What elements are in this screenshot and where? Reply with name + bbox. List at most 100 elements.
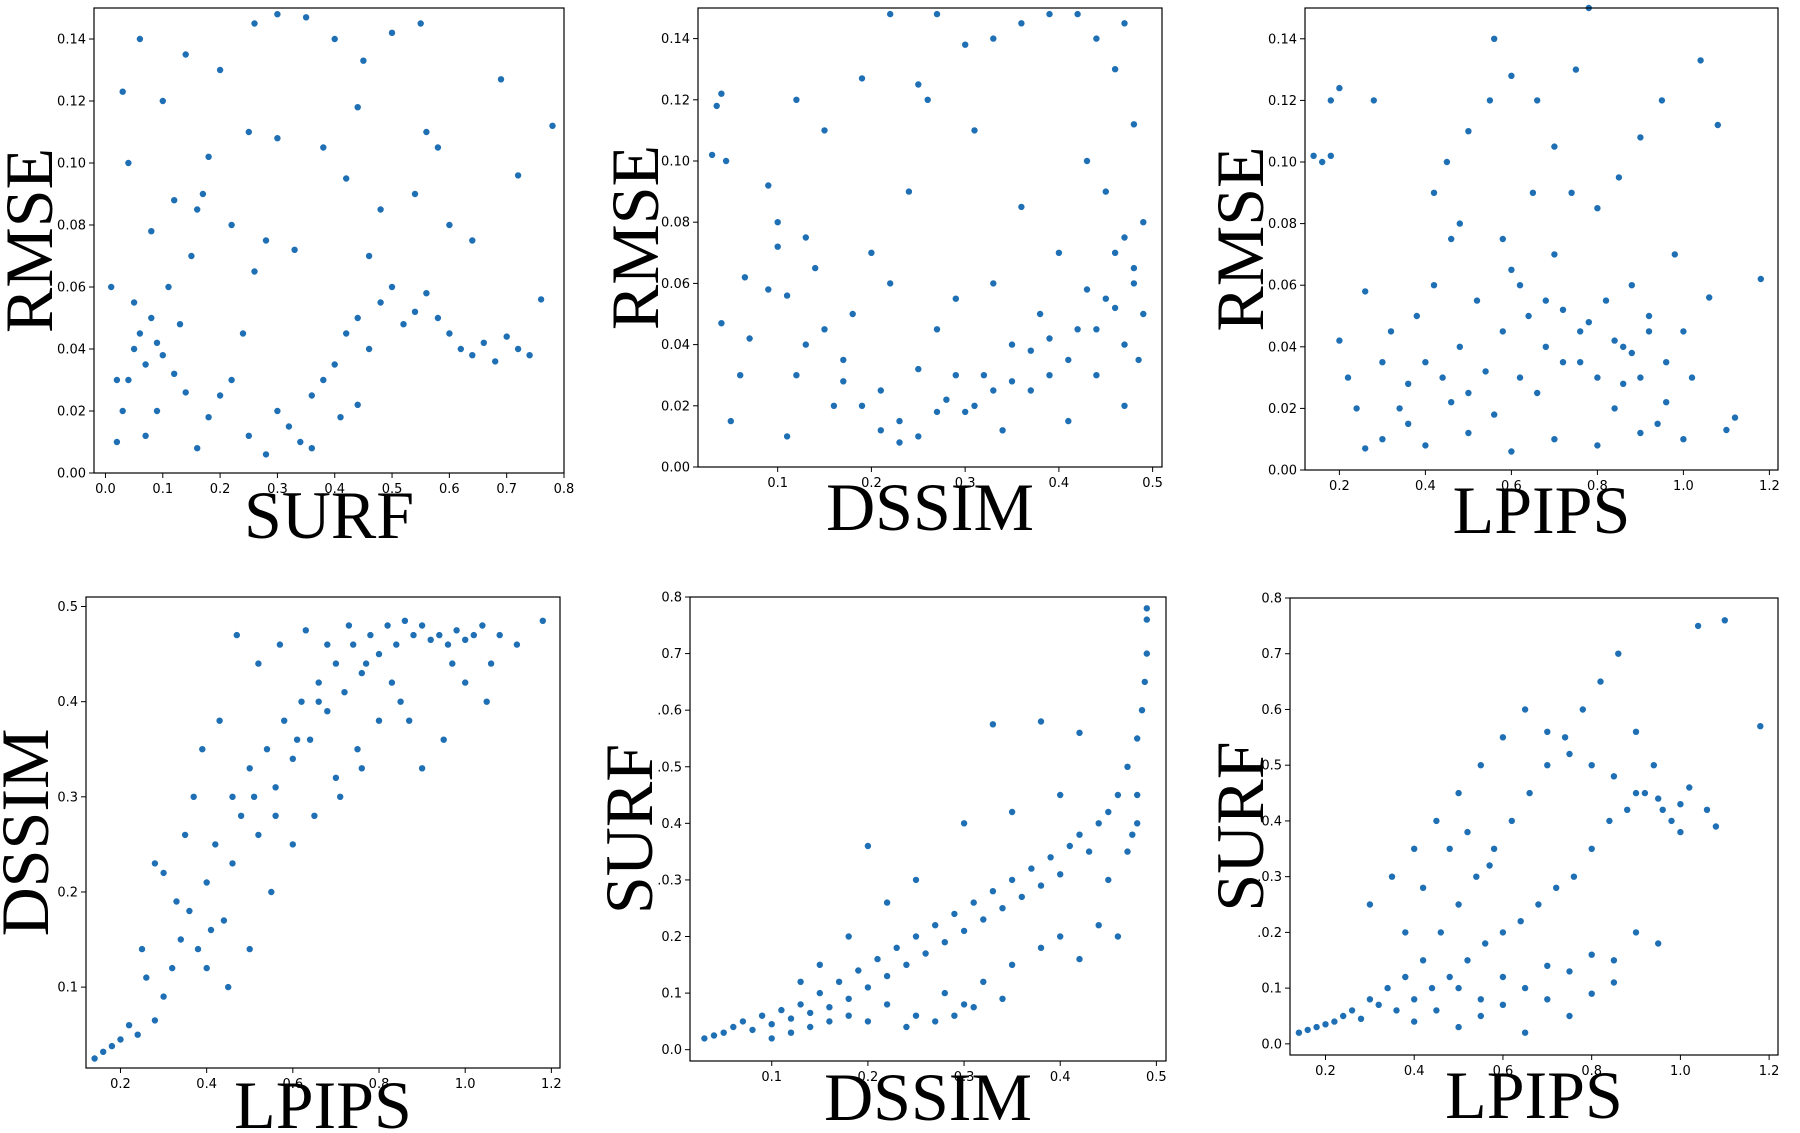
data-point (902, 1023, 911, 1032)
data-point (1008, 875, 1017, 884)
x-tick-label: 0.4 (1049, 476, 1070, 491)
data-point (1543, 995, 1552, 1004)
data-point (400, 616, 409, 625)
data-point (1507, 265, 1516, 274)
data-point (979, 915, 988, 924)
y-tick-label: .0.5 (657, 760, 682, 775)
data-point (961, 407, 970, 416)
data-point (314, 678, 323, 687)
data-point (387, 282, 396, 291)
data-point (204, 413, 213, 422)
data-point (1120, 401, 1129, 410)
data-point (435, 631, 444, 640)
data-point (374, 650, 383, 659)
data-point (482, 697, 491, 706)
data-point (1037, 717, 1046, 726)
data-point (712, 101, 721, 110)
data-point (1113, 932, 1122, 941)
y-axis-label: RMSE (1202, 146, 1278, 331)
data-point (1463, 828, 1472, 837)
data-point (1318, 157, 1327, 166)
y-tick-label: 0.5 (57, 600, 78, 615)
data-points (708, 10, 1148, 447)
data-point (1428, 984, 1437, 993)
data-point (1454, 789, 1463, 798)
data-point (970, 126, 979, 135)
data-point (1578, 705, 1587, 714)
data-point (1036, 309, 1045, 318)
data-point (362, 659, 371, 668)
y-tick-label: 0.4 (57, 695, 78, 710)
data-point (1436, 928, 1445, 937)
data-point (1636, 133, 1645, 142)
data-point (933, 325, 942, 334)
data-point (244, 431, 253, 440)
data-points (107, 10, 557, 459)
data-point (1455, 219, 1464, 228)
data-point (336, 792, 345, 801)
data-point (137, 945, 146, 954)
x-tick-label: 0.4 (324, 482, 345, 497)
data-point (336, 413, 345, 422)
data-point (1064, 355, 1073, 364)
y-tick-label: 0.00 (57, 467, 86, 482)
data-point (250, 267, 259, 276)
data-point (1711, 822, 1720, 831)
data-point (1123, 847, 1132, 856)
y-tick-label: 0.12 (57, 95, 86, 110)
data-point (1561, 733, 1570, 742)
y-tick-label: 0.00 (661, 461, 690, 476)
data-point (998, 426, 1007, 435)
data-point (829, 401, 838, 410)
data-points (1309, 4, 1765, 456)
data-point (310, 811, 319, 820)
x-tick-label: 0.8 (1587, 479, 1608, 494)
data-point (1679, 435, 1688, 444)
y-axis-label: SURF (591, 744, 667, 914)
data-point (254, 830, 263, 839)
x-tick-label: 0.4 (1415, 479, 1436, 494)
data-point (950, 1011, 959, 1020)
data-point (931, 1017, 940, 1026)
data-point (1092, 371, 1101, 380)
plot-frame (1304, 7, 1779, 471)
data-point (1587, 989, 1596, 998)
data-point (491, 357, 500, 366)
data-point (1476, 995, 1485, 1004)
data-point (895, 438, 904, 447)
data-point (1694, 621, 1703, 630)
data-point (452, 626, 461, 635)
data-point (288, 754, 297, 763)
data-point (1045, 334, 1054, 343)
y-tick-label: 0.14 (57, 33, 86, 48)
data-point (1602, 296, 1611, 305)
y-tick-label: 0.14 (661, 32, 690, 47)
data-point (892, 943, 901, 952)
data-point (1357, 1014, 1366, 1023)
y-tick-label: 0.4 (1261, 814, 1282, 829)
data-point (261, 450, 270, 459)
data-point (1610, 336, 1619, 345)
data-point (1636, 428, 1645, 437)
y-tick-label: 0.00 (1268, 464, 1297, 479)
data-point (170, 196, 179, 205)
data-point (1722, 425, 1731, 434)
x-tick-label: 0.1 (761, 1070, 782, 1085)
x-tick-label: 0.3 (955, 476, 976, 491)
data-point (392, 640, 401, 649)
data-point (387, 28, 396, 37)
data-point (1092, 34, 1101, 43)
data-point (112, 437, 121, 446)
data-point (1541, 296, 1550, 305)
data-point (1326, 96, 1335, 105)
data-point (1008, 340, 1017, 349)
data-point (1658, 805, 1667, 814)
data-point (1432, 1006, 1441, 1015)
data-point (443, 640, 452, 649)
data-point (1498, 327, 1507, 336)
data-point (1476, 1012, 1485, 1021)
data-point (792, 371, 801, 380)
data-point (133, 1030, 142, 1039)
data-point (399, 320, 408, 329)
data-point (1521, 984, 1530, 993)
